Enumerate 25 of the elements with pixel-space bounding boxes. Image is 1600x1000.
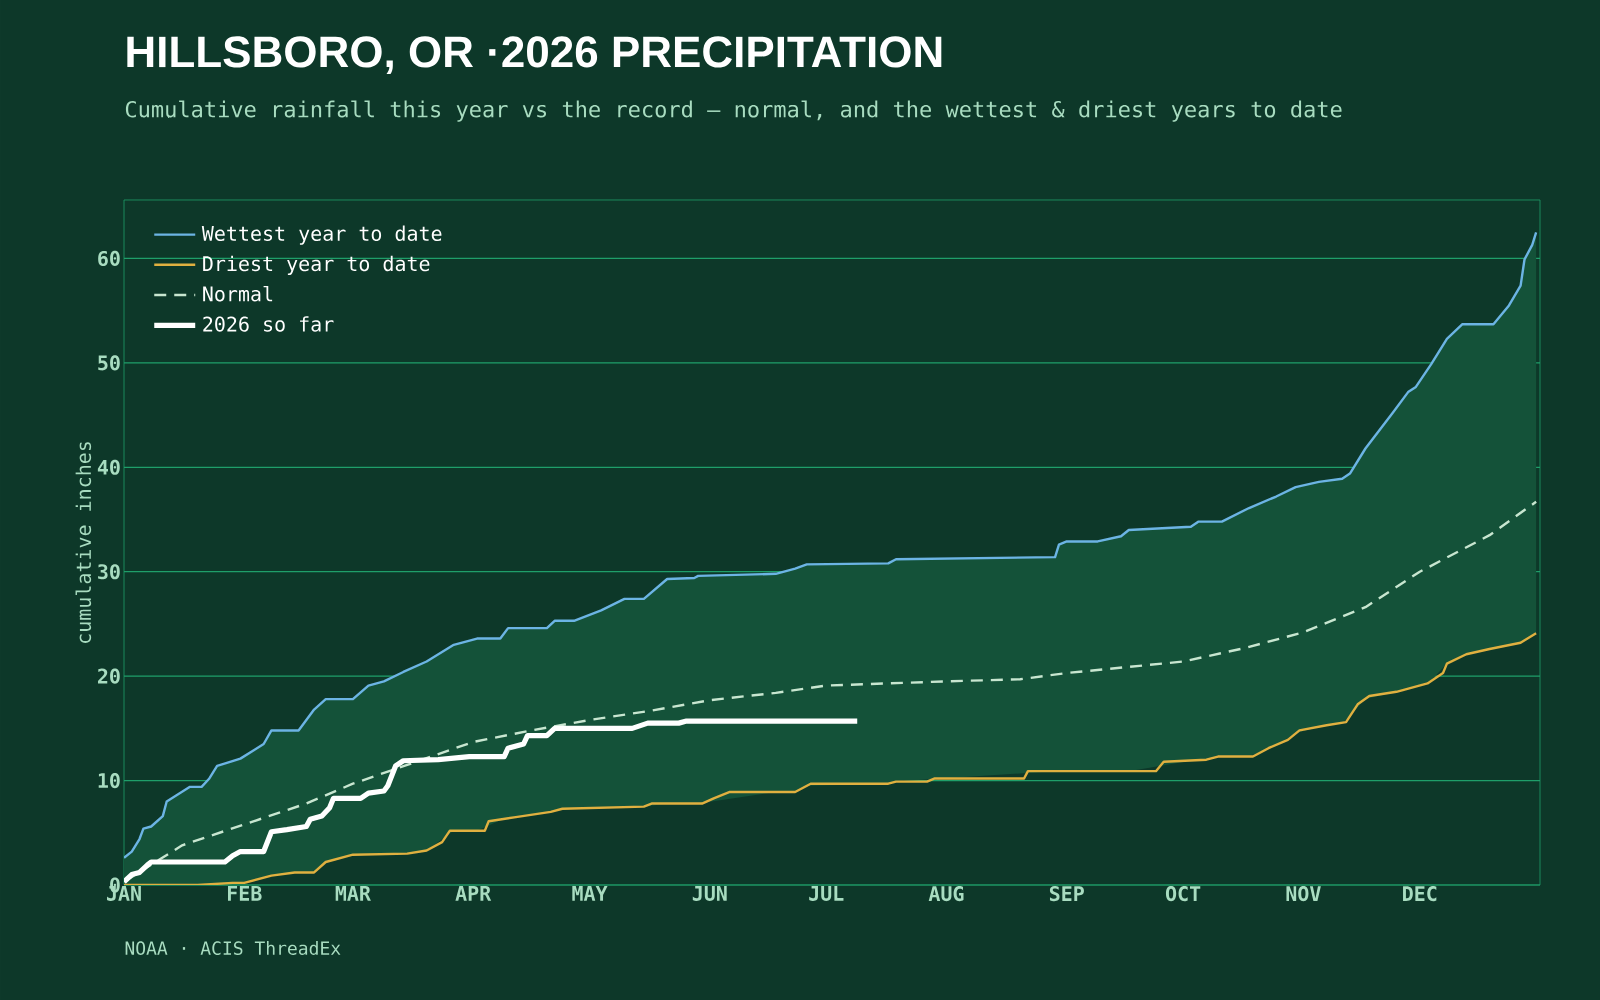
x-tick-label: NOV <box>1286 886 1321 902</box>
y-tick-label: 10 <box>98 772 120 789</box>
y-axis-title: cumulative inches <box>75 442 92 643</box>
y-tick-label: 60 <box>98 250 120 267</box>
x-tick-label: AUG <box>928 886 964 902</box>
x-tick-label: OCT <box>1165 886 1201 902</box>
x-tick-label: APR <box>455 886 492 901</box>
chart-subtitle: Cumulative rainfall this year vs the record — normal, and the wettest & driest years to date <box>125 100 1342 122</box>
x-tick-label: JUL <box>809 886 844 901</box>
legend-label: Normal <box>203 285 273 302</box>
text: NOAA · ACIS ThreadEx <box>125 941 341 955</box>
x-tick-label: SEP <box>1049 886 1084 902</box>
legend-label: Wettest year to date <box>201 225 442 245</box>
x-tick-label: DEC <box>1403 886 1437 902</box>
x-tick-label: MAR <box>335 886 371 901</box>
x-tick-label: MAY <box>572 886 608 901</box>
x-tick-label: FEB <box>228 886 262 901</box>
chart-title: HILLSBORO, OR ·2026 PRECIPITATION <box>127 36 942 74</box>
y-tick-label: 20 <box>97 668 120 684</box>
y-tick-label: 50 <box>98 355 120 371</box>
y-tick-label: 30 <box>98 564 120 580</box>
x-tick-label: JUN <box>692 886 727 901</box>
y-tick-label: 40 <box>97 459 120 475</box>
legend-label: Driest year to date <box>203 255 430 276</box>
legend-label: 2026 so far <box>203 316 334 332</box>
